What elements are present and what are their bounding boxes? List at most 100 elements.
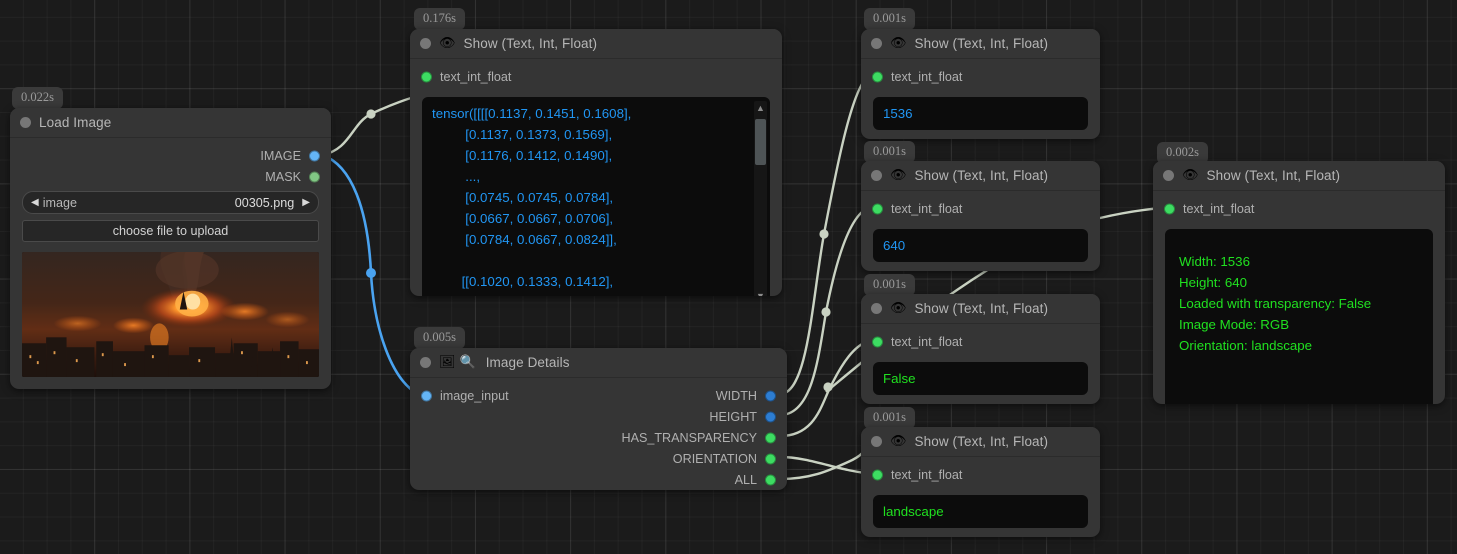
- node-title: Image Details: [485, 355, 570, 370]
- input-slot-text-int-float[interactable]: text_int_float: [871, 198, 1100, 219]
- eye-icon: 👁: [890, 301, 907, 316]
- input-port-icon[interactable]: [421, 390, 432, 401]
- value-textarea-orientation[interactable]: landscape: [873, 495, 1088, 528]
- node-show-transparency[interactable]: 👁 Show (Text, Int, Float) text_int_float…: [861, 294, 1100, 404]
- input-slot-text-int-float[interactable]: text_int_float: [1163, 198, 1445, 219]
- input-label: text_int_float: [1183, 201, 1255, 216]
- input-label: text_int_float: [891, 201, 963, 216]
- node-title: Show (Text, Int, Float): [914, 36, 1049, 51]
- input-label: text_int_float: [891, 69, 963, 84]
- image-preview[interactable]: [22, 252, 319, 377]
- input-port-icon[interactable]: [421, 71, 432, 82]
- output-slot-all[interactable]: ALL: [410, 469, 777, 490]
- magnifying-glass-icon: 🔍: [459, 355, 476, 370]
- collapse-toggle-icon[interactable]: [420, 357, 431, 368]
- output-label: WIDTH: [715, 388, 757, 403]
- node-body: text_int_float 640: [861, 191, 1100, 262]
- value-textarea-all[interactable]: Width: 1536 Height: 640 Loaded with tran…: [1165, 229, 1433, 404]
- collapse-toggle-icon[interactable]: [20, 117, 31, 128]
- chevron-right-icon[interactable]: ▶: [302, 197, 310, 208]
- collapse-toggle-icon[interactable]: [1163, 170, 1174, 181]
- timing-badge-show-transparency: 0.001s: [864, 274, 915, 296]
- scroll-down-icon[interactable]: ▼: [756, 291, 765, 296]
- node-show-height[interactable]: 👁 Show (Text, Int, Float) text_int_float…: [861, 161, 1100, 271]
- node-show-all[interactable]: 👁 Show (Text, Int, Float) text_int_float…: [1153, 161, 1445, 404]
- textarea-scrollbar[interactable]: ▲ ▼: [754, 101, 767, 296]
- output-slot-width[interactable]: WIDTH: [410, 385, 777, 406]
- input-slot-text-int-float[interactable]: text_int_float: [871, 464, 1100, 485]
- output-port-icon[interactable]: [765, 474, 776, 485]
- node-image-details[interactable]: 🖼 🔍 Image Details image_input WIDTH HEIG…: [410, 348, 787, 490]
- eye-icon: 👁: [439, 36, 456, 51]
- output-port-icon[interactable]: [309, 171, 320, 182]
- output-slot-mask[interactable]: MASK: [10, 166, 321, 187]
- widget-value: 00305.png: [234, 195, 295, 210]
- node-header[interactable]: 👁 Show (Text, Int, Float): [861, 427, 1100, 457]
- node-body: text_int_float 1536: [861, 59, 1100, 130]
- image-combo-widget[interactable]: ◀ image 00305.png ▶: [22, 191, 319, 214]
- timing-badge-show-width: 0.001s: [864, 8, 915, 30]
- node-body: image_input WIDTH HEIGHT HAS_TRANSPARENC…: [410, 378, 787, 490]
- chevron-left-icon[interactable]: ◀: [31, 197, 39, 208]
- node-show-orientation[interactable]: 👁 Show (Text, Int, Float) text_int_float…: [861, 427, 1100, 537]
- output-label: ORIENTATION: [672, 451, 757, 466]
- collapse-toggle-icon[interactable]: [871, 170, 882, 181]
- output-port-icon[interactable]: [765, 411, 776, 422]
- node-header[interactable]: 👁 Show (Text, Int, Float): [1153, 161, 1445, 191]
- value-textarea-height[interactable]: 640: [873, 229, 1088, 262]
- input-slot-image-input[interactable]: image_input: [420, 385, 509, 406]
- output-port-icon[interactable]: [765, 390, 776, 401]
- value-textarea-transparency[interactable]: False: [873, 362, 1088, 395]
- node-show-tensor[interactable]: 👁 Show (Text, Int, Float) text_int_float…: [410, 29, 782, 296]
- input-slot-text-int-float[interactable]: text_int_float: [420, 66, 782, 87]
- scrollbar-thumb[interactable]: [755, 119, 766, 165]
- output-slot-height[interactable]: HEIGHT: [410, 406, 777, 427]
- node-body: text_int_float tensor([[[[0.1137, 0.1451…: [410, 59, 782, 296]
- output-port-icon[interactable]: [309, 150, 320, 161]
- eye-icon: 👁: [1182, 168, 1199, 183]
- output-slot-orientation[interactable]: ORIENTATION: [410, 448, 777, 469]
- node-body: text_int_float Width: 1536 Height: 640 L…: [1153, 191, 1445, 404]
- timing-badge-load-image: 0.022s: [12, 87, 63, 109]
- node-header[interactable]: 👁 Show (Text, Int, Float): [861, 29, 1100, 59]
- node-title: Load Image: [39, 115, 112, 130]
- node-body: text_int_float landscape: [861, 457, 1100, 528]
- timing-badge-show-height: 0.001s: [864, 141, 915, 163]
- timing-badge-show-orientation: 0.001s: [864, 407, 915, 429]
- tensor-value-textarea[interactable]: tensor([[[[0.1137, 0.1451, 0.1608], [0.1…: [422, 97, 770, 296]
- output-port-icon[interactable]: [765, 432, 776, 443]
- collapse-toggle-icon[interactable]: [871, 436, 882, 447]
- collapse-toggle-icon[interactable]: [871, 38, 882, 49]
- input-port-icon[interactable]: [872, 71, 883, 82]
- upload-file-button[interactable]: choose file to upload: [22, 220, 319, 242]
- input-label: image_input: [440, 388, 509, 403]
- node-show-width[interactable]: 👁 Show (Text, Int, Float) text_int_float…: [861, 29, 1100, 139]
- output-slot-image[interactable]: IMAGE: [10, 145, 321, 166]
- input-port-icon[interactable]: [872, 469, 883, 480]
- output-label: HAS_TRANSPARENCY: [621, 430, 757, 445]
- node-header[interactable]: 👁 Show (Text, Int, Float): [861, 161, 1100, 191]
- input-slot-text-int-float[interactable]: text_int_float: [871, 66, 1100, 87]
- node-title: Show (Text, Int, Float): [463, 36, 598, 51]
- output-slot-has-transparency[interactable]: HAS_TRANSPARENCY: [410, 427, 777, 448]
- input-port-icon[interactable]: [1164, 203, 1175, 214]
- collapse-toggle-icon[interactable]: [871, 303, 882, 314]
- input-port-icon[interactable]: [872, 336, 883, 347]
- value-textarea-width[interactable]: 1536: [873, 97, 1088, 130]
- node-header[interactable]: 🖼 🔍 Image Details: [410, 348, 787, 378]
- output-port-icon[interactable]: [765, 453, 776, 464]
- eye-icon: 👁: [890, 434, 907, 449]
- eye-icon: 👁: [890, 168, 907, 183]
- node-header[interactable]: 👁 Show (Text, Int, Float): [410, 29, 782, 59]
- input-label: text_int_float: [440, 69, 512, 84]
- input-slot-text-int-float[interactable]: text_int_float: [871, 331, 1100, 352]
- output-label: ALL: [734, 472, 757, 487]
- scroll-up-icon[interactable]: ▲: [756, 103, 765, 113]
- collapse-toggle-icon[interactable]: [420, 38, 431, 49]
- node-header[interactable]: Load Image: [10, 108, 331, 138]
- node-title: Show (Text, Int, Float): [914, 434, 1049, 449]
- node-header[interactable]: 👁 Show (Text, Int, Float): [861, 294, 1100, 324]
- node-load-image[interactable]: Load Image IMAGE MASK ◀ image 00305.png …: [10, 108, 331, 389]
- input-port-icon[interactable]: [872, 203, 883, 214]
- timing-badge-show-tensor: 0.176s: [414, 8, 465, 30]
